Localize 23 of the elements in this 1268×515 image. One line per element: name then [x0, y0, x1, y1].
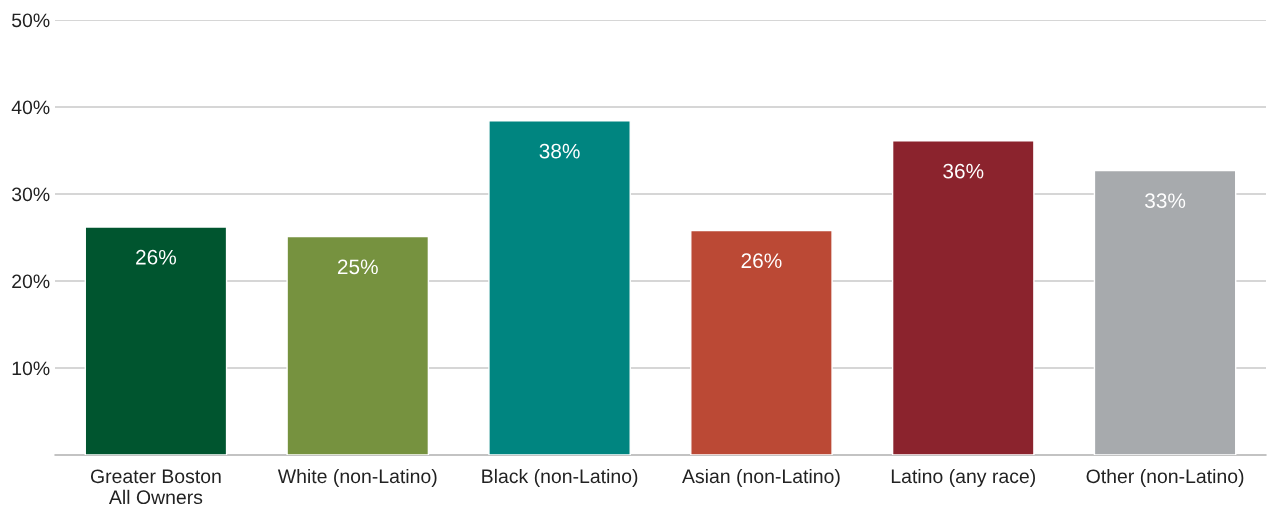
bar	[891, 140, 1035, 455]
data-label: 25%	[337, 259, 378, 275]
bar	[488, 120, 631, 455]
bar	[286, 235, 430, 455]
y-tick-label: 30%	[11, 187, 50, 202]
y-tick-label: 20%	[12, 274, 50, 289]
bar	[84, 226, 228, 455]
data-label: 36%	[943, 163, 984, 179]
data-label: 33%	[1145, 193, 1186, 209]
x-tick-label: Greater Boston All Owners	[90, 469, 221, 505]
data-label: 26%	[136, 249, 177, 265]
data-label: 38%	[539, 143, 580, 159]
y-tick-label: 10%	[12, 361, 50, 376]
x-tick-label: Latino (any race)	[891, 468, 1035, 488]
data-label: 26%	[741, 253, 782, 269]
x-tick-label: White (non-Latino)	[277, 468, 437, 488]
bar	[690, 229, 833, 455]
y-tick-label: 50%	[12, 13, 50, 28]
y-tick-label: 40%	[11, 100, 50, 115]
bar	[1093, 169, 1237, 455]
x-tick-label: Other (non-Latino)	[1086, 468, 1244, 488]
x-tick-label: Black (non-Latino)	[482, 468, 638, 488]
x-tick-label: Asian (non-Latino)	[682, 468, 840, 488]
